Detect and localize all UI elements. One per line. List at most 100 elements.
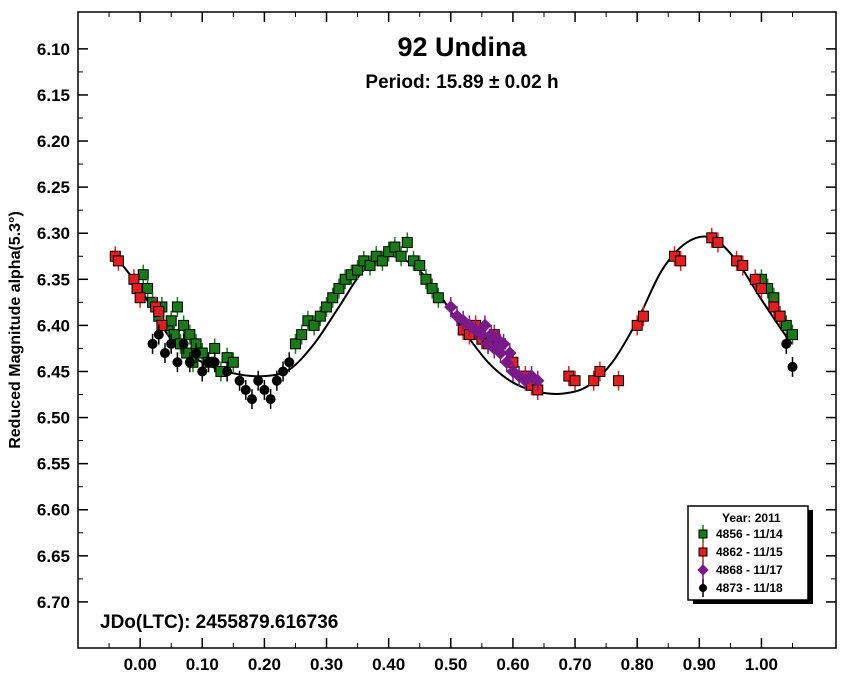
data-point — [265, 394, 276, 405]
legend-entry: 4856 - 11/14 — [716, 527, 783, 541]
data-point — [153, 329, 164, 340]
data-point — [327, 292, 339, 304]
data-point — [296, 329, 308, 341]
data-point — [787, 329, 799, 341]
data-point — [364, 259, 376, 271]
data-point — [112, 255, 124, 267]
y-tick-label: 6.25 — [37, 178, 70, 197]
y-tick-label: 6.20 — [37, 132, 70, 151]
data-point — [178, 338, 189, 349]
data-point — [166, 338, 177, 349]
series-2 — [444, 296, 545, 391]
legend-marker — [697, 564, 709, 576]
x-tick-label: 1.00 — [745, 655, 778, 674]
x-tick-label: 0.90 — [683, 655, 716, 674]
data-point — [153, 306, 165, 318]
data-point — [184, 357, 195, 368]
data-point — [178, 319, 190, 331]
fit-curve — [114, 235, 794, 395]
y-tick-label: 6.50 — [37, 409, 70, 428]
data-point — [613, 375, 625, 387]
x-tick-label: 0.20 — [248, 655, 281, 674]
data-point — [749, 273, 761, 285]
legend-marker — [698, 529, 708, 539]
data-point — [478, 318, 492, 333]
legend-box — [687, 505, 809, 601]
data-point — [227, 356, 239, 368]
data-point — [503, 346, 517, 360]
data-point — [637, 310, 649, 322]
data-point — [209, 342, 221, 354]
chart-subtitle: Period: 15.89 ± 0.02 h — [365, 72, 558, 93]
data-point — [768, 301, 780, 313]
data-point — [240, 384, 251, 395]
data-point — [137, 269, 149, 281]
data-point — [414, 259, 426, 271]
data-point — [675, 255, 687, 267]
data-point — [321, 301, 333, 313]
data-point — [781, 338, 792, 349]
data-point — [172, 357, 183, 368]
data-point — [395, 250, 407, 262]
data-point — [308, 319, 320, 331]
data-point — [631, 319, 643, 331]
data-point — [352, 264, 364, 276]
data-point — [253, 375, 264, 386]
data-point — [171, 301, 183, 313]
x-tick-label: 0.50 — [434, 655, 467, 674]
data-point — [594, 365, 606, 377]
data-point — [389, 241, 401, 253]
data-point — [755, 283, 767, 295]
data-point — [246, 394, 257, 405]
legend-entry: 4873 - 11/18 — [716, 581, 783, 595]
data-point — [314, 310, 326, 322]
data-point — [271, 375, 282, 386]
data-point — [159, 348, 170, 359]
data-point — [401, 236, 413, 248]
data-point — [588, 375, 600, 387]
data-point — [712, 236, 724, 248]
y-tick-label: 6.35 — [37, 270, 70, 289]
series-0 — [137, 232, 799, 382]
data-point — [444, 300, 458, 314]
y-tick-label: 6.45 — [37, 362, 70, 381]
data-point — [222, 366, 233, 377]
data-point — [184, 329, 196, 341]
y-tick-label: 6.70 — [37, 593, 70, 612]
data-point — [209, 357, 220, 368]
data-point — [191, 348, 202, 359]
y-tick-label: 6.10 — [37, 40, 70, 59]
y-tick-label: 6.30 — [37, 224, 70, 243]
data-point — [780, 319, 792, 331]
data-point — [259, 384, 270, 395]
series-1 — [109, 227, 786, 400]
data-point — [426, 283, 438, 295]
y-tick-label: 6.40 — [37, 316, 70, 335]
data-point — [496, 337, 511, 351]
y-axis: 6.10 6.15 6.20 6.25 6.30 6.35 6.40 6.45 6.50 6.55… — [37, 40, 836, 612]
x-tick-label: 0.70 — [559, 655, 592, 674]
chart-title: 92 Undina — [397, 32, 527, 62]
legend-entry: 4868 - 11/17 — [716, 563, 783, 577]
x-tick-label: 0.80 — [621, 655, 654, 674]
legend-title: Year: 2011 — [722, 511, 781, 525]
data-point — [737, 259, 749, 271]
data-point — [420, 273, 432, 285]
data-point — [142, 283, 154, 295]
y-tick-label: 6.15 — [37, 86, 70, 105]
data-point — [197, 366, 208, 377]
y-tick-label: 6.65 — [37, 547, 70, 566]
x-tick-label: 0.40 — [372, 655, 405, 674]
legend: Year: 2011 4856 - 11/14 4862 - 11/15 4868 … — [687, 505, 813, 604]
data-point — [168, 329, 180, 341]
y-tick-label: 6.60 — [37, 501, 70, 520]
data-point — [289, 338, 301, 350]
data-point — [569, 375, 581, 387]
data-point — [134, 292, 146, 304]
data-point — [284, 357, 295, 368]
data-point — [787, 361, 798, 372]
legend-entry: 4862 - 11/15 — [716, 545, 783, 559]
y-axis-label: Reduced Magnitude alpha(5.3°) — [7, 211, 24, 449]
data-point — [333, 283, 345, 295]
